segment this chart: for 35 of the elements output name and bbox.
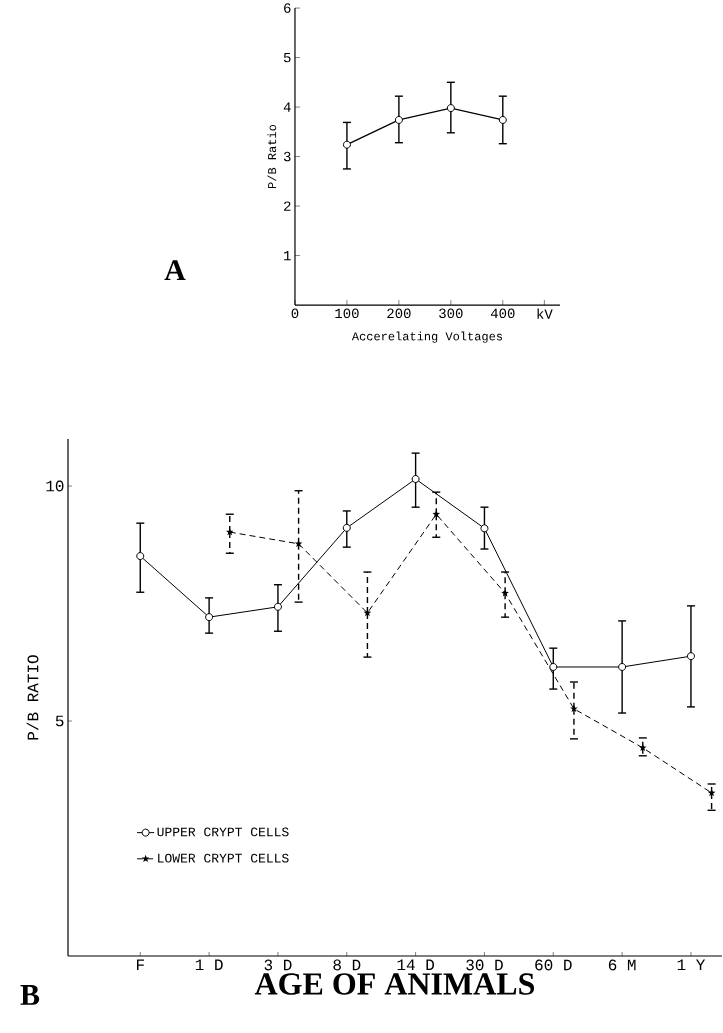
y-tick-label: 2 <box>284 201 291 211</box>
x-axis-title: AGE OF ANIMALS <box>255 973 535 995</box>
x-tick-label: 200 <box>387 308 411 319</box>
text: B <box>20 985 40 1005</box>
x-tick-label: 1 D <box>196 959 223 971</box>
y-axis-title: P/B Ratio <box>267 124 277 189</box>
point <box>395 115 404 124</box>
y-tick-label: 5 <box>284 52 291 63</box>
x-tick-label: F <box>137 959 145 971</box>
y-tick-label: 5 <box>56 715 64 727</box>
y-tick-label: 4 <box>283 102 291 112</box>
point <box>499 115 508 124</box>
text: A <box>164 260 186 280</box>
x-tick-label: 0 <box>291 308 299 319</box>
x-tick-label: kV <box>537 308 553 319</box>
x-tick-label: 100 <box>335 308 359 319</box>
x-tick-label: 3 D <box>264 959 292 971</box>
x-tick-label: 30 D <box>466 959 504 971</box>
point <box>447 104 456 113</box>
legend-label: UPPER CRYPT CELLS <box>157 827 289 837</box>
y-tick-label: 1 <box>284 250 292 261</box>
x-tick-label: 1 Y <box>677 959 706 971</box>
y-tick-label: 3 <box>284 151 291 162</box>
legend-label: LOWER CRYPT CELLS <box>158 853 289 863</box>
x-tick-label: 60 D <box>535 959 572 971</box>
y-tick-label: 10 <box>46 480 64 492</box>
x-tick-label: 400 <box>491 308 515 319</box>
x-tick-label: 6 M <box>609 959 636 971</box>
y-axis-title: P/B RATIO <box>26 655 39 740</box>
point <box>343 140 352 149</box>
x-tick-label: 300 <box>439 308 463 319</box>
y-tick-label: 6 <box>284 3 291 13</box>
x-tick-label: 14 D <box>397 959 435 971</box>
x-axis-title: Accerelating Voltages <box>352 331 503 343</box>
x-tick-label: 8 D <box>333 959 361 971</box>
